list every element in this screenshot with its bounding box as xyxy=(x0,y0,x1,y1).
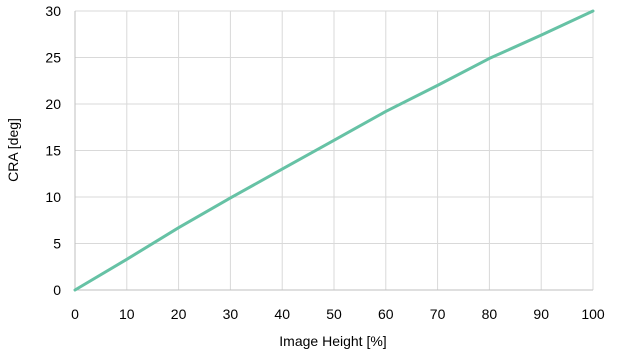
series-line-0 xyxy=(73,9,595,292)
x-tick-label-30: 30 xyxy=(223,306,239,322)
y-tick-label-0: 0 xyxy=(53,282,61,298)
x-tick-label-80: 80 xyxy=(482,306,498,322)
y-tick-label-10: 10 xyxy=(45,189,61,205)
x-tick-label-70: 70 xyxy=(430,306,446,322)
y-tick-label-5: 5 xyxy=(53,236,61,252)
y-tick-label-15: 15 xyxy=(45,143,61,159)
x-tick-label-60: 60 xyxy=(378,306,394,322)
tick-labels: 0 10 20 30 40 50 60 70 80 90 100 0 5 10 15 20 25 30 xyxy=(45,3,604,322)
x-tick-label-20: 20 xyxy=(171,306,187,322)
axes xyxy=(74,11,593,291)
series-layer xyxy=(73,9,595,292)
x-tick-label-90: 90 xyxy=(533,306,549,322)
x-tick-label-50: 50 xyxy=(326,306,342,322)
x-tick-label-100: 100 xyxy=(581,306,605,322)
y-tick-label-20: 20 xyxy=(45,96,61,112)
x-tick-label-0: 0 xyxy=(71,306,79,322)
y-tick-label-30: 30 xyxy=(45,3,61,19)
x-axis-label: Image Height [%] xyxy=(279,333,386,349)
y-axis-label: CRA [deg] xyxy=(5,118,21,182)
x-tick-label-10: 10 xyxy=(119,306,135,322)
y-tick-label-25: 25 xyxy=(45,50,61,66)
x-tick-label-40: 40 xyxy=(274,306,290,322)
